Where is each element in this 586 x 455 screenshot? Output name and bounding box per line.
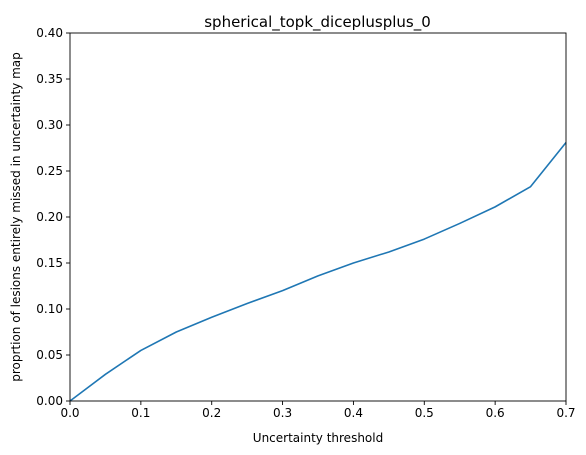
y-axis-ticks: 0.00 0.05 0.10 0.15 0.20 0.25 0.30 0.35 0.40 [36, 26, 70, 408]
x-tick-label: 0.6 [486, 406, 505, 420]
x-axis-ticks: 0.0 0.1 0.2 0.3 0.4 0.5 0.6 0.7 [60, 401, 576, 420]
y-axis-label: proprtion of lesions entirely missed in … [9, 52, 23, 382]
x-tick-label: 0.3 [273, 406, 292, 420]
y-tick-label: 0.15 [36, 256, 63, 270]
y-tick-label: 0.00 [36, 394, 63, 408]
y-tick-label: 0.05 [36, 348, 63, 362]
x-tick-label: 0.2 [202, 406, 221, 420]
y-tick-label: 0.35 [36, 72, 63, 86]
y-tick-label: 0.30 [36, 118, 63, 132]
y-tick-label: 0.20 [36, 210, 63, 224]
plot-frame [69, 32, 567, 402]
y-tick-label: 0.10 [36, 302, 63, 316]
x-axis-label: Uncertainty threshold [253, 431, 383, 445]
x-tick-label: 0.1 [131, 406, 150, 420]
y-tick-label: 0.25 [36, 164, 63, 178]
x-tick-label: 0.7 [556, 406, 575, 420]
chart-title: spherical_topk_diceplusplus_0 [204, 13, 431, 32]
series-line [69, 141, 567, 402]
x-tick-label: 0.4 [344, 406, 363, 420]
x-tick-label: 0.0 [60, 406, 79, 420]
plot-area [69, 32, 567, 402]
y-tick-label: 0.40 [36, 26, 63, 40]
x-tick-label: 0.5 [415, 406, 434, 420]
